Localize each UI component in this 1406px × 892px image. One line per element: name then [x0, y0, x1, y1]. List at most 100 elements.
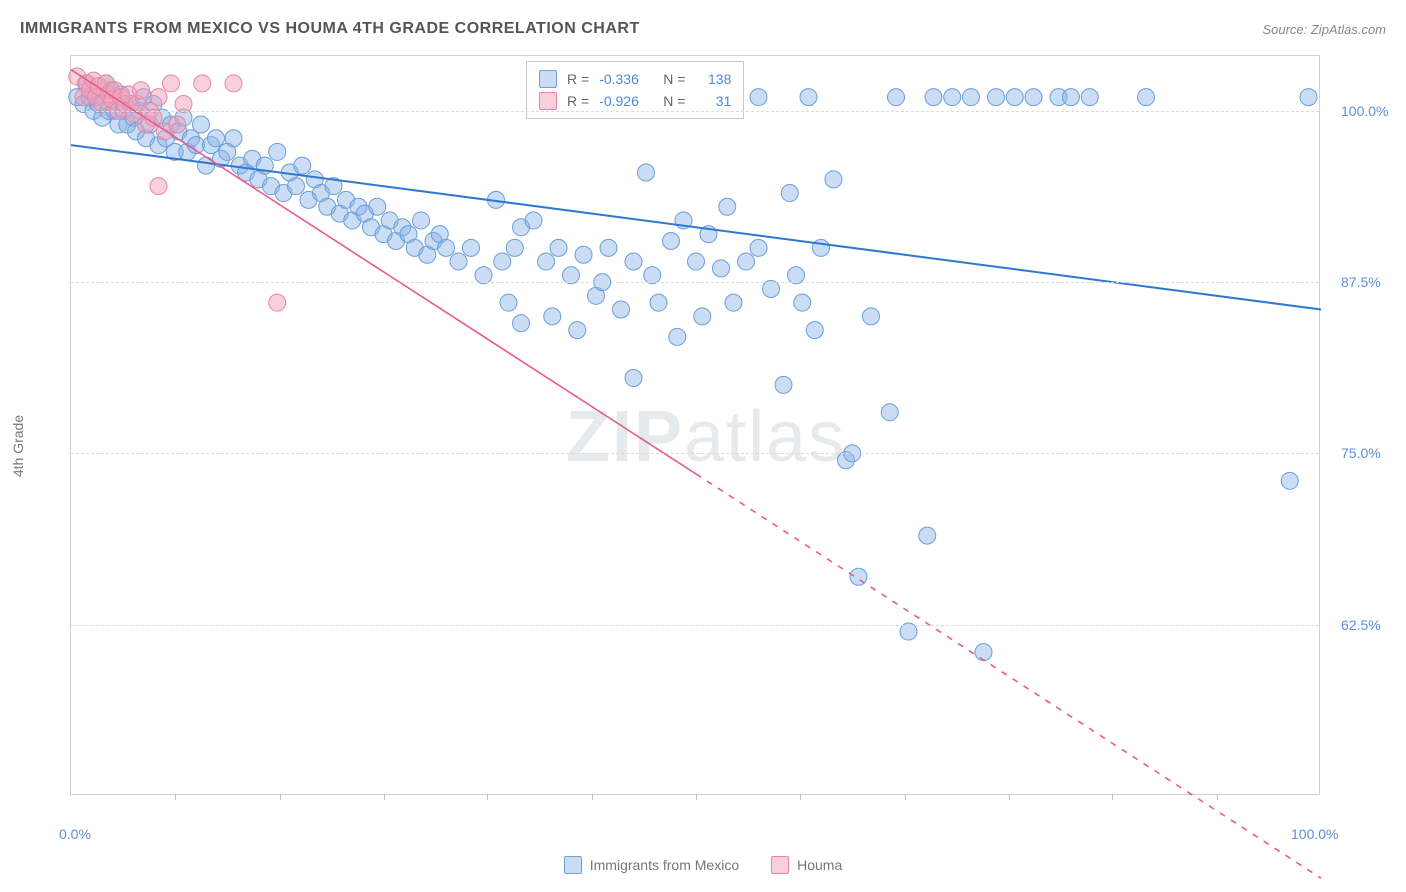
stats-value: 31 [695, 93, 731, 109]
x-tick [696, 794, 697, 800]
data-point [369, 198, 386, 215]
data-point [688, 253, 705, 270]
data-point [544, 308, 561, 325]
data-point [975, 644, 992, 661]
data-point [438, 239, 455, 256]
data-point [169, 116, 186, 133]
source-label: Source: ZipAtlas.com [1262, 22, 1386, 37]
data-point [713, 260, 730, 277]
data-point [225, 75, 242, 92]
x-tick [487, 794, 488, 800]
legend-label: Houma [797, 857, 842, 873]
data-point [625, 253, 642, 270]
stats-label: R = [567, 93, 589, 109]
data-point [1063, 89, 1080, 106]
y-tick-label: 62.5% [1341, 617, 1381, 633]
data-point [600, 239, 617, 256]
grid-line [71, 282, 1319, 283]
data-point [525, 212, 542, 229]
data-point [750, 239, 767, 256]
data-point [225, 130, 242, 147]
data-point [150, 178, 167, 195]
data-point [294, 157, 311, 174]
data-point [738, 253, 755, 270]
x-tick [592, 794, 593, 800]
data-point [208, 130, 225, 147]
data-point [194, 75, 211, 92]
data-point [781, 185, 798, 202]
stats-value: -0.336 [599, 71, 653, 87]
data-point [193, 116, 210, 133]
x-tick [800, 794, 801, 800]
legend-item: Houma [771, 856, 842, 874]
stats-row: R = -0.926 N = 31 [539, 90, 731, 112]
data-point [413, 212, 430, 229]
data-point [800, 89, 817, 106]
stats-label: N = [663, 71, 685, 87]
data-point [1300, 89, 1317, 106]
data-point [463, 239, 480, 256]
y-tick-label: 100.0% [1341, 103, 1388, 119]
chart-svg [71, 56, 1319, 794]
y-axis-label: 4th Grade [10, 415, 26, 477]
data-point [163, 75, 180, 92]
data-point [863, 308, 880, 325]
data-point [963, 89, 980, 106]
stats-value: 138 [695, 71, 731, 87]
data-point [450, 253, 467, 270]
data-point [794, 294, 811, 311]
data-point [988, 89, 1005, 106]
x-tick [384, 794, 385, 800]
header: IMMIGRANTS FROM MEXICO VS HOUMA 4TH GRAD… [20, 20, 1386, 38]
data-point [944, 89, 961, 106]
x-tick [175, 794, 176, 800]
data-point [506, 239, 523, 256]
data-point [269, 294, 286, 311]
data-point [538, 253, 555, 270]
plot-area: ZIPatlas R =-0.336N =138R =-0.926N =31 6… [70, 55, 1320, 795]
data-point [625, 370, 642, 387]
stats-label: N = [663, 93, 685, 109]
data-point [500, 294, 517, 311]
data-point [825, 171, 842, 188]
data-point [513, 315, 530, 332]
data-point [775, 376, 792, 393]
data-point [494, 253, 511, 270]
legend-swatch [539, 92, 557, 110]
data-point [663, 233, 680, 250]
data-point [613, 301, 630, 318]
regression-line-mexico [71, 145, 1321, 309]
y-tick-label: 87.5% [1341, 274, 1381, 290]
chart-title: IMMIGRANTS FROM MEXICO VS HOUMA 4TH GRAD… [20, 20, 640, 38]
chart-container: IMMIGRANTS FROM MEXICO VS HOUMA 4TH GRAD… [0, 0, 1406, 892]
data-point [888, 89, 905, 106]
bottom-legend: Immigrants from MexicoHouma [0, 856, 1406, 874]
data-point [1281, 472, 1298, 489]
data-point [550, 239, 567, 256]
data-point [1138, 89, 1155, 106]
grid-line [71, 625, 1319, 626]
data-point [694, 308, 711, 325]
data-point [133, 82, 150, 99]
data-point [750, 89, 767, 106]
data-point [1006, 89, 1023, 106]
data-point [269, 143, 286, 160]
stats-value: -0.926 [599, 93, 653, 109]
legend-swatch [539, 70, 557, 88]
data-point [638, 164, 655, 181]
data-point [813, 239, 830, 256]
data-point [806, 322, 823, 339]
x-tick [905, 794, 906, 800]
data-point [288, 178, 305, 195]
regression-line-houma [71, 70, 696, 474]
data-point [575, 246, 592, 263]
data-point [1025, 89, 1042, 106]
legend-swatch [564, 856, 582, 874]
grid-line [71, 453, 1319, 454]
data-point [925, 89, 942, 106]
x-tick-label: 100.0% [1291, 826, 1338, 842]
data-point [150, 89, 167, 106]
x-tick [280, 794, 281, 800]
data-point [725, 294, 742, 311]
legend-swatch [771, 856, 789, 874]
